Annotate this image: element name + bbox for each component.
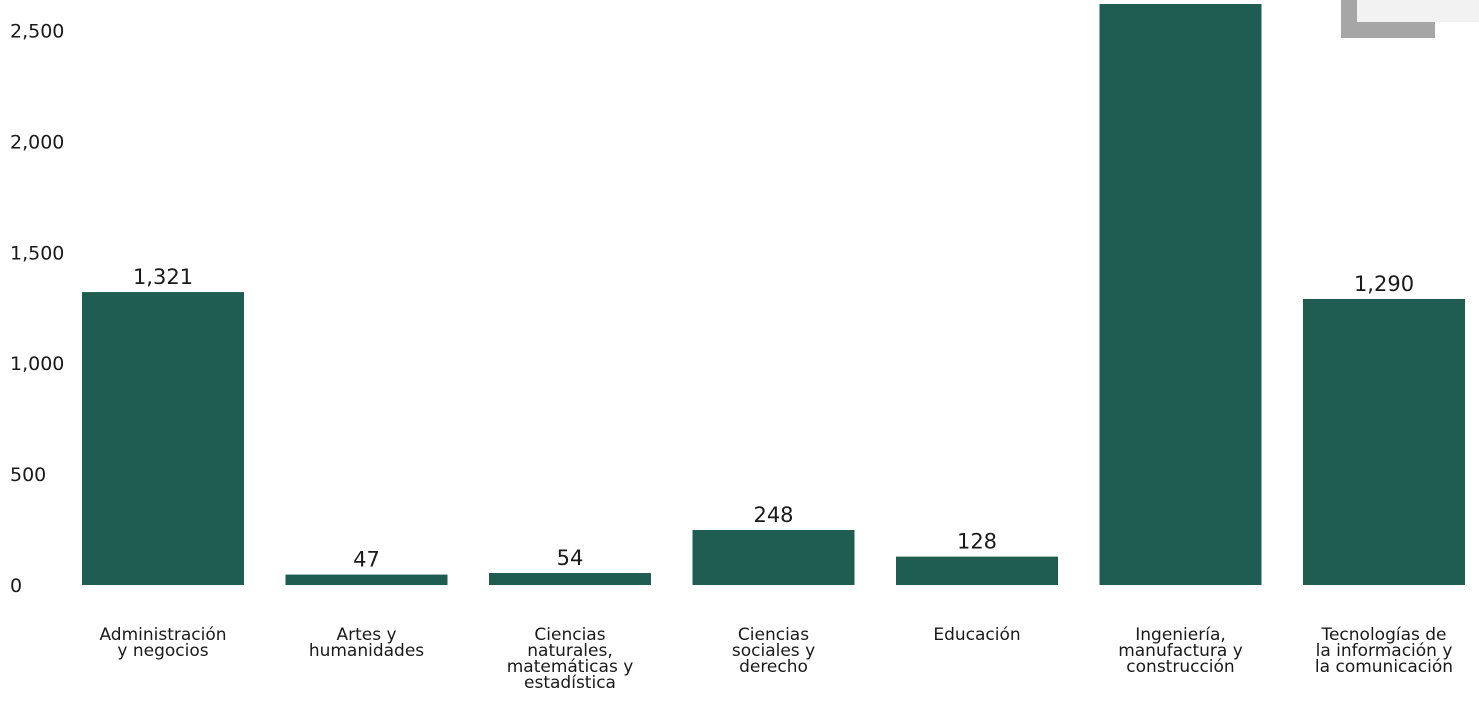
bar xyxy=(896,556,1058,585)
data-label: 128 xyxy=(957,530,997,554)
bar xyxy=(1099,4,1262,585)
value-labels: 1,321 47 54 248 128 1,290 xyxy=(133,265,1414,572)
x-tick-label-line: sociales y xyxy=(732,641,815,661)
y-axis: 0 500 1,000 1,500 2,000 2,500 xyxy=(10,21,64,597)
bar xyxy=(489,573,651,585)
y-tick-label: 500 xyxy=(10,464,46,486)
x-tick-label-line: derecho xyxy=(739,657,808,677)
data-label: 54 xyxy=(557,546,584,570)
x-tick-label: Tecnologías de la información y la comunic… xyxy=(1315,625,1453,677)
x-tick-label: Ingeniería, manufactura y construcción xyxy=(1118,625,1243,677)
x-tick-label: Educación xyxy=(933,625,1020,645)
x-tick-label-line: estadística xyxy=(524,673,616,693)
x-tick-label-line: la información y xyxy=(1316,641,1453,661)
x-tick-label-line: Administración xyxy=(99,625,226,645)
x-tick-label-line: Tecnologías de xyxy=(1320,625,1446,645)
decoration-panel xyxy=(1357,0,1479,22)
x-tick-label: Administración y negocios xyxy=(99,625,226,661)
x-tick-label: Ciencias naturales, matemáticas y estadísti… xyxy=(507,625,634,693)
x-tick-label-line: Artes y xyxy=(336,625,396,645)
x-tick-label-line: y negocios xyxy=(117,641,208,661)
data-label: 248 xyxy=(753,503,793,527)
y-tick-label: 0 xyxy=(10,575,22,597)
x-tick-label: Ciencias sociales y derecho xyxy=(732,625,815,677)
x-axis: Administración y negocios Artes y humanidad… xyxy=(99,625,1453,693)
x-tick-label-line: naturales, xyxy=(527,641,612,661)
corner-decoration xyxy=(1341,0,1479,38)
x-tick-label-line: Ingeniería, xyxy=(1135,625,1226,645)
x-tick-label-line: humanidades xyxy=(309,641,424,661)
data-label: 47 xyxy=(353,548,380,572)
x-tick-label-line: la comunicación xyxy=(1315,657,1453,677)
bar xyxy=(285,574,448,585)
x-tick-label-line: construcción xyxy=(1126,657,1234,677)
x-tick-label-line: manufactura y xyxy=(1118,641,1243,661)
y-tick-label: 1,500 xyxy=(10,242,64,264)
x-tick-label-line: Ciencias xyxy=(738,625,809,645)
data-label: 1,321 xyxy=(133,265,193,289)
x-tick-label-line: Ciencias xyxy=(534,625,605,645)
x-tick-label: Artes y humanidades xyxy=(309,625,424,661)
x-tick-label-line: matemáticas y xyxy=(507,657,634,677)
y-tick-label: 1,000 xyxy=(10,353,64,375)
bars xyxy=(82,4,1465,585)
y-tick-label: 2,000 xyxy=(10,131,64,153)
bar xyxy=(692,530,855,585)
bar xyxy=(82,292,244,585)
y-tick-label: 2,500 xyxy=(10,21,64,43)
bar xyxy=(1303,298,1465,585)
data-label: 1,290 xyxy=(1354,272,1414,296)
x-tick-label-line: Educación xyxy=(933,625,1020,645)
